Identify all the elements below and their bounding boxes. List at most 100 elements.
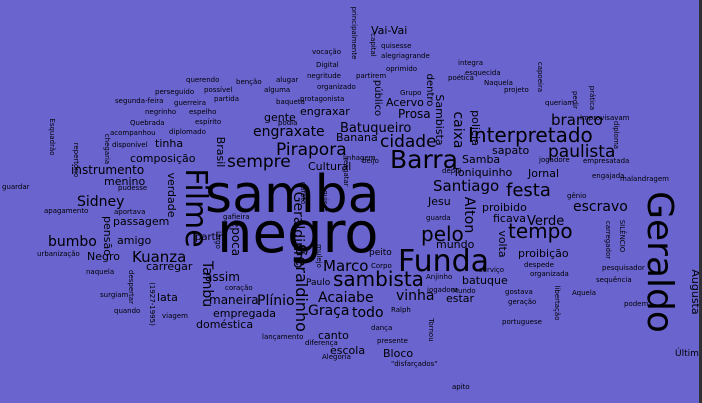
word-67: carregar <box>146 260 193 273</box>
word-10: pelo <box>421 222 464 246</box>
word-58: mundo <box>436 238 475 251</box>
word-147: libertação <box>553 286 561 321</box>
word-111: principalmente <box>350 7 358 60</box>
word-39: Vai-Vai <box>371 24 407 37</box>
word-123: projeto <box>504 86 529 94</box>
word-94: perseguido <box>155 88 194 96</box>
word-99: diplomado <box>169 128 206 136</box>
word-91: Quebrada <box>130 119 165 127</box>
word-64: Augusta <box>689 269 702 314</box>
word-161: aportava <box>114 208 145 216</box>
word-17: Kuanza <box>132 248 186 266</box>
word-88: chegaria <box>103 134 111 164</box>
word-86: Esquadrão <box>48 118 56 155</box>
word-136: carregador <box>604 221 612 259</box>
word-9: tempo <box>508 219 573 243</box>
word-149: Anjinho <box>426 273 452 281</box>
word-114: alegria <box>381 52 405 60</box>
word-72: tinha <box>155 137 183 150</box>
word-73: Samba <box>462 153 500 166</box>
word-138: sequência <box>596 276 632 284</box>
word-87: repertório <box>72 143 80 178</box>
word-131: empresatada <box>583 157 629 165</box>
word-145: organizada <box>530 270 569 278</box>
word-7: Sidney <box>77 194 124 210</box>
word-179: Mundo <box>452 287 476 295</box>
word-27: vinha <box>396 288 435 304</box>
word-142: portuguese <box>502 318 542 326</box>
word-146: serviço <box>479 266 504 274</box>
word-60: Banana <box>336 131 378 144</box>
word-127: queriam <box>545 99 574 107</box>
word-174: Corpo <box>371 262 392 270</box>
word-30: bumbo <box>48 234 97 250</box>
word-104: alguma <box>264 86 290 94</box>
window-edge-bar <box>699 0 702 403</box>
word-32: Toniquinho <box>452 166 513 179</box>
word-11: festa <box>506 180 551 201</box>
word-167: garoto <box>299 182 307 205</box>
word-36: Prosa <box>398 107 431 121</box>
word-22: Batuqueiro <box>340 121 411 136</box>
word-130: jogadore <box>538 156 570 164</box>
word-100: espírito <box>195 118 221 126</box>
word-125: pedir <box>571 91 579 109</box>
word-97: guerreira <box>174 99 206 107</box>
word-101: partida <box>214 95 239 103</box>
word-26: todo <box>352 305 384 321</box>
word-141: geração <box>508 298 536 306</box>
word-153: Alegoria <box>322 353 351 361</box>
word-176: podia <box>278 119 297 127</box>
word-140: Aquela <box>572 289 596 297</box>
word-42: passagem <box>113 215 169 228</box>
word-43: composição <box>130 152 196 165</box>
word-115: grande <box>405 52 430 60</box>
word-16: Geraldinho <box>292 244 311 332</box>
word-106: protagonista <box>300 95 344 103</box>
word-68: lata <box>157 291 178 304</box>
word-105: baqueta <box>276 98 305 106</box>
word-15: sempre <box>227 152 291 172</box>
word-158: viagem <box>162 312 188 320</box>
word-128: improvisavam <box>580 114 630 122</box>
word-28: Plínio <box>257 293 295 309</box>
word-137: pesquisador <box>602 264 645 272</box>
word-84: surgiam <box>100 291 129 299</box>
word-4: Funda <box>398 244 489 279</box>
word-152: presente <box>377 337 408 345</box>
word-95: querendo <box>186 76 219 84</box>
word-90: disponível <box>112 141 148 149</box>
word-81: apagamento <box>44 207 88 215</box>
word-110: vocação <box>312 48 341 56</box>
word-89: acompanhou <box>110 129 156 137</box>
word-61: Cultural <box>308 160 351 173</box>
word-120: integra <box>458 59 483 67</box>
word-135: SILÊNCIO <box>618 220 627 253</box>
word-96: possível <box>204 86 232 94</box>
word-112: capital <box>369 33 377 57</box>
word-12: paulista <box>548 142 615 162</box>
word-79: Última <box>675 347 702 359</box>
word-155: lançamento <box>262 333 303 341</box>
word-103: alugar <box>276 76 298 84</box>
word-144: despede <box>524 261 554 269</box>
word-70: época <box>229 220 243 256</box>
word-50: escola <box>330 344 365 357</box>
word-156: "disfarçados" <box>391 360 437 368</box>
word-154: diferença <box>305 339 338 347</box>
word-47: empregada <box>213 307 276 320</box>
word-37: Acervo <box>386 96 424 109</box>
word-65: amigo <box>117 234 151 247</box>
word-13: Pirapora <box>276 140 347 160</box>
word-160: despertar <box>127 270 135 304</box>
word-2: Geraldo <box>639 191 680 333</box>
word-24: Acaiabe <box>318 290 374 306</box>
word-134: gênio <box>567 192 586 200</box>
word-77: Geraldinho <box>290 192 306 269</box>
word-51: Bloco <box>383 347 413 360</box>
word-168: quiser <box>321 190 329 212</box>
word-92: negrinho <box>145 108 176 116</box>
word-177: Grupo <box>400 89 421 97</box>
word-170: linhagem <box>343 154 376 162</box>
